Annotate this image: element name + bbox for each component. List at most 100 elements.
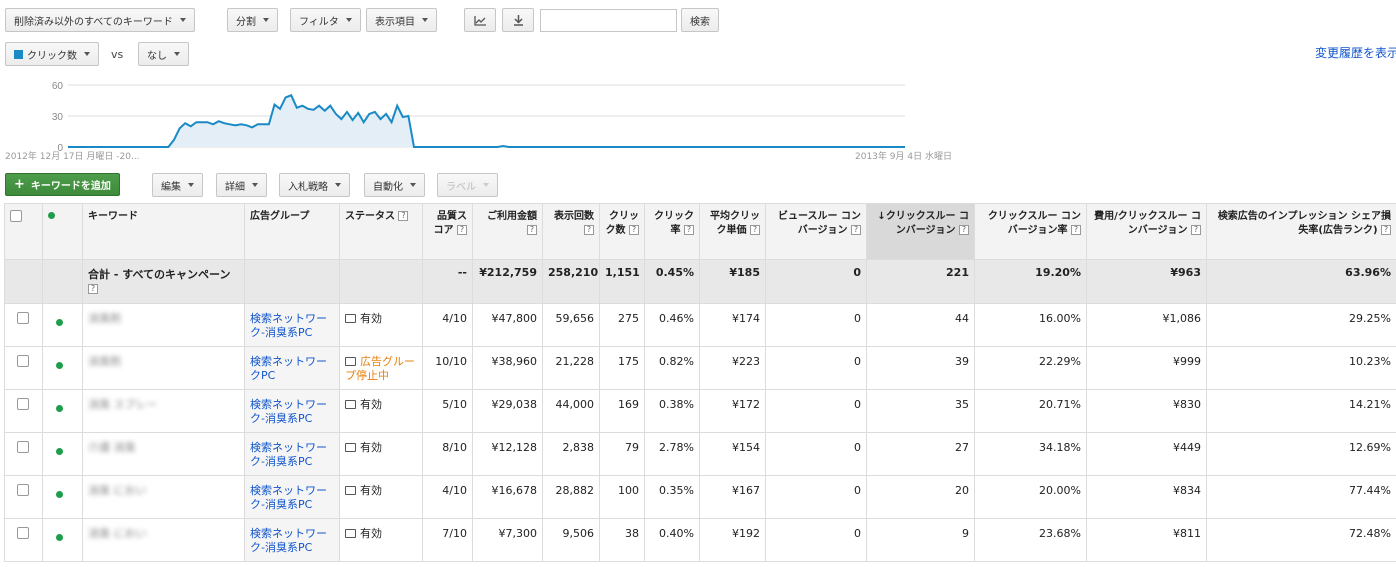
- row-checkbox[interactable]: [17, 527, 29, 539]
- filter-dropdown[interactable]: フィルタ: [290, 8, 361, 32]
- cell-ctr: 0.35%: [644, 475, 700, 519]
- keyword-cell: 消臭 におい: [82, 518, 245, 562]
- search-input[interactable]: [540, 9, 677, 32]
- status-text: 有効: [360, 484, 382, 497]
- header-keyword[interactable]: キーワード: [82, 203, 245, 260]
- vs-label: vs: [111, 48, 124, 61]
- header-cost[interactable]: ご利用金額 ?: [472, 203, 543, 260]
- keyword-text[interactable]: 消臭剤: [88, 355, 121, 368]
- row-status-dot-cell: [42, 389, 83, 433]
- columns-dropdown[interactable]: 表示項目: [366, 8, 437, 32]
- chevron-down-icon: [179, 18, 186, 22]
- header-click-conv[interactable]: ↓クリックスルー コンバージョン ?: [866, 203, 975, 260]
- keyword-text[interactable]: 介護 消臭: [88, 441, 136, 454]
- ad-group-link[interactable]: 検索ネットワーク-消臭系PC: [250, 484, 327, 511]
- search-button[interactable]: 検索: [681, 8, 719, 32]
- keyword-text[interactable]: 消臭 スプレー: [88, 398, 158, 411]
- help-icon[interactable]: ?: [1191, 225, 1201, 235]
- details-dropdown[interactable]: 詳細: [216, 173, 267, 197]
- help-icon[interactable]: ?: [457, 225, 467, 235]
- header-cost-label: ご利用金額: [487, 211, 537, 222]
- header-impressions[interactable]: 表示回数 ?: [542, 203, 600, 260]
- ad-group-link[interactable]: 検索ネットワーク-消臭系PC: [250, 441, 327, 468]
- keyword-filter-dropdown[interactable]: 削除済み以外のすべてのキーワード: [5, 8, 195, 32]
- help-icon[interactable]: ?: [959, 225, 969, 235]
- header-status[interactable]: ステータス ?: [339, 203, 423, 260]
- header-cost-per-conv-label: 費用/クリックスルー コンバージョン: [1094, 211, 1201, 236]
- change-history-link[interactable]: 変更履歴を表示: [1315, 46, 1396, 60]
- select-all-checkbox[interactable]: [10, 210, 22, 222]
- help-icon[interactable]: ?: [629, 225, 639, 235]
- header-clicks[interactable]: クリック数 ?: [599, 203, 645, 260]
- header-quality[interactable]: 品質スコア ?: [422, 203, 473, 260]
- header-impressions-label: 表示回数: [554, 211, 594, 222]
- help-icon[interactable]: ?: [851, 225, 861, 235]
- cell-conv-rate: 16.00%: [974, 303, 1087, 347]
- total-cell-empty: [4, 259, 43, 304]
- header-ad-group[interactable]: 広告グループ: [244, 203, 340, 260]
- help-icon[interactable]: ?: [584, 225, 594, 235]
- cell-cpc: ¥167: [699, 475, 766, 519]
- row-checkbox[interactable]: [17, 312, 29, 324]
- speech-bubble-icon[interactable]: [345, 400, 356, 409]
- help-icon[interactable]: ?: [750, 225, 760, 235]
- header-conv-rate[interactable]: クリックスルー コンバージョン率 ?: [974, 203, 1087, 260]
- total-view-conv: 0: [765, 259, 867, 304]
- bid-strategy-dropdown[interactable]: 入札戦略: [279, 173, 350, 197]
- cell-cpc: ¥154: [699, 432, 766, 476]
- segment-dropdown[interactable]: 分割: [227, 8, 278, 32]
- status-cell: 有効: [339, 389, 423, 433]
- cell-impressions: 44,000: [542, 389, 600, 433]
- header-view-conv[interactable]: ビュースルー コンバージョン ?: [765, 203, 867, 260]
- speech-bubble-icon[interactable]: [345, 357, 356, 366]
- metric1-dropdown[interactable]: クリック数: [5, 42, 99, 66]
- y-tick-label: 30: [52, 112, 64, 123]
- header-ctr[interactable]: クリック率 ?: [644, 203, 700, 260]
- filter-label: フィルタ: [299, 16, 339, 28]
- enabled-dot-icon: [56, 405, 63, 412]
- speech-bubble-icon[interactable]: [345, 443, 356, 452]
- cell-quality: 7/10: [422, 518, 473, 562]
- download-button[interactable]: [502, 8, 534, 32]
- row-checkbox[interactable]: [17, 398, 29, 410]
- row-checkbox[interactable]: [17, 484, 29, 496]
- help-icon[interactable]: ?: [88, 284, 98, 294]
- ad-group-link[interactable]: 検索ネットワーク-消臭系PC: [250, 312, 327, 339]
- speech-bubble-icon[interactable]: [345, 486, 356, 495]
- cell-click-conv: 20: [866, 475, 975, 519]
- help-icon[interactable]: ?: [684, 225, 694, 235]
- keyword-text[interactable]: 消臭 におい: [88, 484, 147, 497]
- row-status-dot-cell: [42, 346, 83, 390]
- speech-bubble-icon[interactable]: [345, 529, 356, 538]
- automate-dropdown[interactable]: 自動化: [364, 173, 425, 197]
- help-icon[interactable]: ?: [398, 211, 409, 221]
- cell-cost: ¥12,128: [472, 432, 543, 476]
- edit-dropdown[interactable]: 編集: [152, 173, 203, 197]
- header-cpc[interactable]: 平均クリック単価 ?: [699, 203, 766, 260]
- chart-toggle-button[interactable]: [464, 8, 496, 32]
- keyword-text[interactable]: 消臭 におい: [88, 527, 147, 540]
- columns-label: 表示項目: [375, 16, 415, 28]
- row-checkbox[interactable]: [17, 441, 29, 453]
- speech-bubble-icon[interactable]: [345, 314, 356, 323]
- enabled-dot-icon: [56, 491, 63, 498]
- cell-quality: 4/10: [422, 475, 473, 519]
- header-cost-per-conv[interactable]: 費用/クリックスルー コンバージョン ?: [1086, 203, 1207, 260]
- row-checkbox[interactable]: [17, 355, 29, 367]
- cell-clicks: 100: [599, 475, 645, 519]
- labels-label: ラベル: [446, 181, 476, 193]
- help-icon[interactable]: ?: [527, 225, 537, 235]
- keyword-text[interactable]: 消臭剤: [88, 312, 121, 325]
- header-lost-is[interactable]: 検索広告のインプレッション シェア損失率(広告ランク) ?: [1206, 203, 1396, 260]
- enabled-dot-icon: [56, 534, 63, 541]
- help-icon[interactable]: ?: [1071, 225, 1081, 235]
- help-icon[interactable]: ?: [1381, 225, 1391, 235]
- ad-group-link[interactable]: 検索ネットワークPC: [250, 355, 327, 382]
- labels-dropdown[interactable]: ラベル: [437, 173, 498, 197]
- add-keyword-button[interactable]: + キーワードを追加: [5, 173, 120, 196]
- ad-group-link[interactable]: 検索ネットワーク-消臭系PC: [250, 398, 327, 425]
- metric2-dropdown[interactable]: なし: [138, 42, 189, 66]
- status-cell: 有効: [339, 518, 423, 562]
- ad-group-link[interactable]: 検索ネットワーク-消臭系PC: [250, 527, 327, 554]
- row-status-dot-cell: [42, 303, 83, 347]
